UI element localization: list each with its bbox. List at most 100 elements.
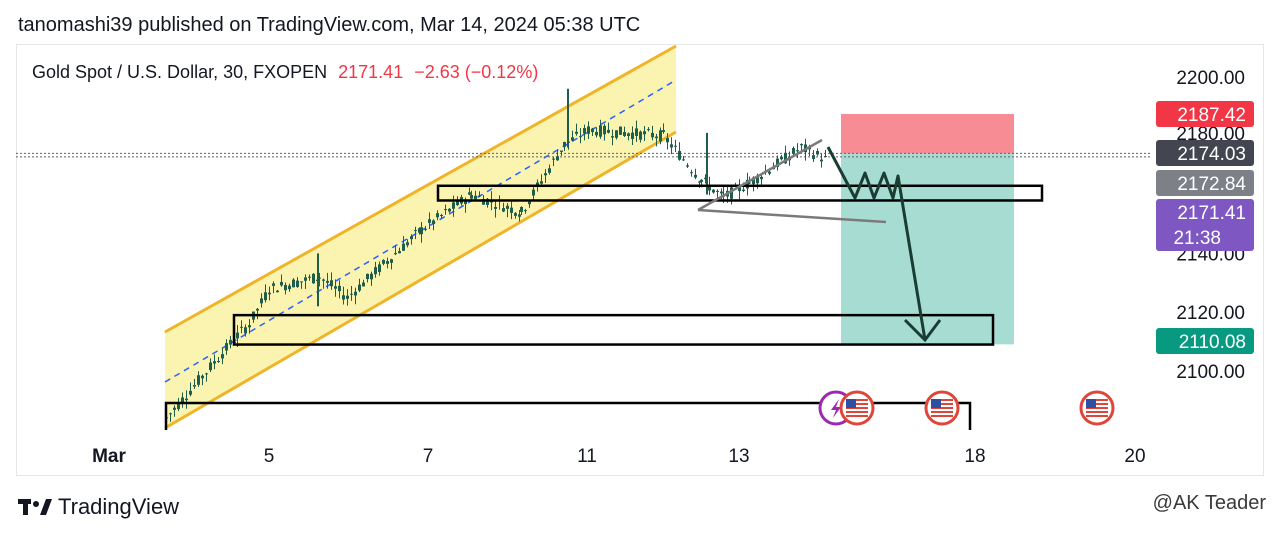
candle-body: [670, 144, 673, 148]
candle-body: [225, 343, 228, 351]
candle-body: [394, 253, 397, 255]
candle-body: [659, 130, 662, 142]
price-tag-value: 2172.84: [1177, 174, 1246, 195]
candle-body: [414, 230, 417, 232]
candle-body: [374, 267, 377, 275]
candle-body: [752, 177, 755, 185]
candle-body: [296, 280, 299, 287]
candle-body: [816, 151, 819, 155]
legend-symbol: Gold Spot / U.S. Dollar, 30, FXOPEN: [32, 62, 328, 82]
candle-body: [177, 402, 180, 410]
candle-body: [690, 172, 693, 174]
candle-body: [599, 125, 602, 137]
candle-body: [639, 131, 642, 140]
wedge-lower-line: [697, 208, 887, 224]
candle-body: [506, 205, 509, 209]
candle-body: [716, 190, 719, 192]
candle-body: [552, 158, 555, 160]
x-tick-label: 7: [423, 446, 434, 467]
price-tag-value: 2174.03: [1177, 144, 1246, 165]
candle-body: [318, 277, 321, 279]
candle-body: [700, 179, 703, 182]
y-tick-label: 2180.00: [1176, 124, 1245, 145]
candle-body: [812, 155, 815, 159]
candle-body: [470, 195, 473, 199]
candle-body: [312, 273, 315, 284]
candle-body: [730, 187, 733, 199]
candle-body: [662, 130, 665, 132]
candle-body: [494, 206, 497, 209]
candle-body: [524, 210, 527, 212]
candle-body: [418, 228, 421, 233]
candle-body: [464, 200, 467, 205]
candle-body: [796, 150, 799, 152]
candle-body: [536, 182, 539, 186]
candle-body: [595, 131, 598, 136]
candle-body: [712, 189, 715, 193]
candle-body: [334, 286, 337, 289]
candle-body: [436, 213, 439, 218]
candle-body: [698, 181, 701, 183]
candle-body: [643, 131, 646, 135]
candle-body: [260, 298, 263, 304]
candle-body: [410, 236, 413, 240]
candle-body: [792, 148, 795, 154]
support-box: [232, 313, 995, 346]
candle-body: [674, 145, 677, 147]
candle-body: [362, 282, 365, 287]
candle-body: [708, 184, 711, 191]
candle-body: [682, 159, 685, 161]
candle-body: [209, 362, 212, 371]
candle-body: [402, 243, 405, 251]
candle-body: [300, 281, 303, 283]
candle-body: [742, 189, 745, 191]
candle-body: [482, 198, 485, 205]
legend-change: −2.63 (−0.12%): [414, 62, 539, 82]
candle-body: [276, 290, 279, 293]
price-tag: 2174.03: [1156, 140, 1254, 166]
candle-body: [236, 332, 239, 339]
candle-body: [583, 128, 586, 134]
candle-body: [268, 292, 271, 295]
candle-body: [544, 173, 547, 176]
stop-zone: [841, 113, 1014, 154]
candle-body: [686, 165, 689, 167]
candle-body: [378, 264, 381, 273]
candle-body: [217, 360, 220, 363]
candle-body: [768, 171, 771, 174]
candle-body: [248, 325, 251, 328]
wedge-upper-line: [697, 138, 823, 212]
candle-body: [304, 277, 307, 281]
candle-body: [346, 295, 349, 299]
candle-body: [398, 251, 401, 254]
candle-body: [571, 137, 574, 141]
candle-body: [647, 129, 650, 131]
candle-body: [221, 354, 224, 359]
candle-body: [229, 339, 232, 345]
projection-arrowhead: [903, 318, 942, 343]
candle-body: [173, 407, 176, 410]
candle-body: [189, 390, 192, 395]
x-tick-label: 18: [964, 446, 985, 467]
candle-body: [474, 195, 477, 200]
candle-body: [738, 185, 741, 192]
candle-body: [575, 131, 578, 134]
price-tag-value: 2187.42: [1177, 105, 1246, 126]
candle-body: [560, 150, 563, 152]
x-tick-label: 11: [577, 446, 597, 467]
candle-body: [256, 308, 259, 311]
candle-body: [502, 208, 505, 212]
candle-body: [532, 189, 535, 196]
candle-body: [432, 220, 435, 225]
price-tag-value: 2171.41: [1177, 203, 1246, 224]
candle-body: [390, 259, 393, 263]
candle-body: [213, 361, 216, 364]
candle-body: [631, 132, 634, 139]
candle-body: [240, 326, 243, 328]
price-tag: 2171.41 21:38: [1156, 199, 1254, 251]
candle-body: [579, 136, 582, 138]
candle-body: [358, 284, 361, 291]
tradingview-logo[interactable]: TradingView: [18, 494, 179, 520]
chart-frame: [16, 44, 1264, 476]
